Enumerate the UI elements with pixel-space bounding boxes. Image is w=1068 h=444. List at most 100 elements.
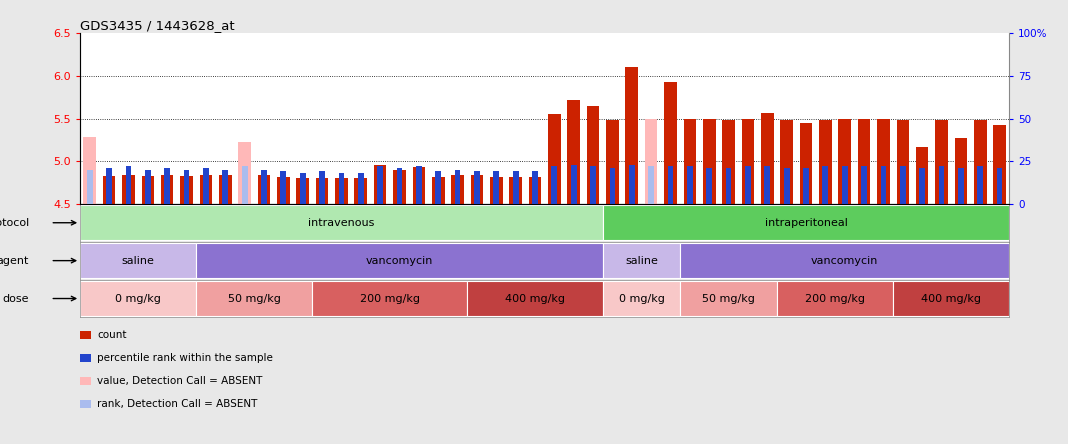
- Bar: [355, 178, 367, 204]
- Bar: [706, 168, 712, 204]
- Bar: [142, 176, 154, 204]
- Bar: [703, 119, 716, 204]
- Bar: [126, 166, 131, 204]
- Bar: [993, 124, 1006, 204]
- Bar: [570, 165, 577, 204]
- Bar: [684, 119, 696, 204]
- Bar: [529, 177, 541, 204]
- Bar: [297, 178, 309, 204]
- Bar: [680, 281, 776, 316]
- Bar: [551, 166, 557, 204]
- Bar: [312, 281, 468, 316]
- Bar: [668, 166, 674, 204]
- Bar: [900, 166, 906, 204]
- Bar: [977, 166, 984, 204]
- Bar: [203, 168, 209, 204]
- Bar: [300, 173, 305, 204]
- Bar: [106, 168, 112, 204]
- Bar: [896, 120, 909, 204]
- Bar: [396, 168, 403, 204]
- Bar: [200, 175, 213, 204]
- Bar: [687, 166, 693, 204]
- Bar: [781, 120, 792, 204]
- Bar: [939, 166, 944, 204]
- Bar: [513, 171, 519, 204]
- Bar: [87, 170, 93, 204]
- Bar: [822, 166, 829, 204]
- Text: 200 mg/kg: 200 mg/kg: [360, 293, 420, 304]
- Bar: [800, 123, 813, 204]
- Bar: [610, 168, 615, 204]
- Bar: [467, 281, 602, 316]
- Bar: [452, 175, 464, 204]
- Bar: [532, 171, 538, 204]
- Bar: [680, 243, 1009, 278]
- Bar: [184, 170, 189, 204]
- Text: intravenous: intravenous: [309, 218, 375, 228]
- Bar: [103, 176, 115, 204]
- Text: intraperitoneal: intraperitoneal: [765, 218, 847, 228]
- Text: GDS3435 / 1443628_at: GDS3435 / 1443628_at: [80, 19, 235, 32]
- Bar: [745, 166, 751, 204]
- Bar: [858, 119, 870, 204]
- Bar: [238, 143, 251, 204]
- Bar: [412, 167, 425, 204]
- Bar: [335, 178, 348, 204]
- Text: vancomycin: vancomycin: [366, 256, 434, 266]
- Bar: [415, 166, 422, 204]
- Bar: [776, 281, 893, 316]
- Bar: [83, 137, 96, 204]
- Bar: [626, 67, 638, 204]
- Text: vancomycin: vancomycin: [811, 256, 878, 266]
- Bar: [80, 243, 197, 278]
- Text: saline: saline: [625, 256, 658, 266]
- Text: 400 mg/kg: 400 mg/kg: [922, 293, 981, 304]
- Bar: [277, 177, 289, 204]
- Bar: [164, 168, 170, 204]
- Bar: [645, 119, 658, 204]
- Bar: [197, 243, 602, 278]
- Bar: [319, 171, 325, 204]
- Text: protocol: protocol: [0, 218, 29, 228]
- Bar: [548, 114, 561, 204]
- Bar: [80, 205, 602, 240]
- Text: agent: agent: [0, 256, 29, 266]
- Bar: [629, 165, 634, 204]
- Text: 400 mg/kg: 400 mg/kg: [505, 293, 565, 304]
- Bar: [765, 166, 770, 204]
- Bar: [393, 170, 406, 204]
- Bar: [197, 281, 312, 316]
- Bar: [607, 120, 618, 204]
- Text: value, Detection Call = ABSENT: value, Detection Call = ABSENT: [97, 377, 263, 386]
- Text: saline: saline: [122, 256, 155, 266]
- Bar: [257, 175, 270, 204]
- Bar: [842, 166, 848, 204]
- Bar: [316, 178, 328, 204]
- Bar: [586, 106, 599, 204]
- Bar: [916, 147, 928, 204]
- Bar: [880, 166, 886, 204]
- Bar: [725, 168, 732, 204]
- Bar: [741, 119, 754, 204]
- Bar: [936, 120, 947, 204]
- Bar: [648, 166, 654, 204]
- Bar: [955, 138, 968, 204]
- Bar: [664, 82, 677, 204]
- Text: rank, Detection Call = ABSENT: rank, Detection Call = ABSENT: [97, 400, 257, 409]
- Text: 50 mg/kg: 50 mg/kg: [702, 293, 755, 304]
- Bar: [602, 205, 1009, 240]
- Bar: [819, 120, 832, 204]
- Text: percentile rank within the sample: percentile rank within the sample: [97, 353, 273, 363]
- Bar: [722, 120, 735, 204]
- Bar: [122, 175, 135, 204]
- Bar: [431, 177, 444, 204]
- Bar: [80, 281, 197, 316]
- Bar: [241, 166, 248, 204]
- Bar: [877, 119, 890, 204]
- Bar: [222, 170, 229, 204]
- Bar: [281, 171, 286, 204]
- Text: dose: dose: [2, 293, 29, 304]
- Bar: [893, 281, 1009, 316]
- Bar: [591, 166, 596, 204]
- Bar: [161, 175, 173, 204]
